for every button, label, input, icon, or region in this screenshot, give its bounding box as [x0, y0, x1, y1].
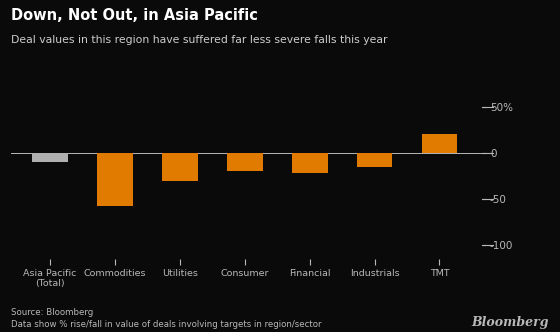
Bar [32, 153, 68, 162]
Bar [422, 134, 458, 153]
Text: Down, Not Out, in Asia Pacific: Down, Not Out, in Asia Pacific [11, 8, 258, 23]
Bar [292, 153, 328, 173]
Bar [97, 153, 133, 207]
Bar [227, 153, 263, 171]
Text: Bloomberg: Bloomberg [472, 316, 549, 329]
Text: Deal values in this region have suffered far less severe falls this year: Deal values in this region have suffered… [11, 35, 388, 45]
Bar [162, 153, 198, 181]
Bar [357, 153, 393, 167]
Text: Source: Bloomberg
Data show % rise/fall in value of deals involving targets in r: Source: Bloomberg Data show % rise/fall … [11, 308, 321, 329]
